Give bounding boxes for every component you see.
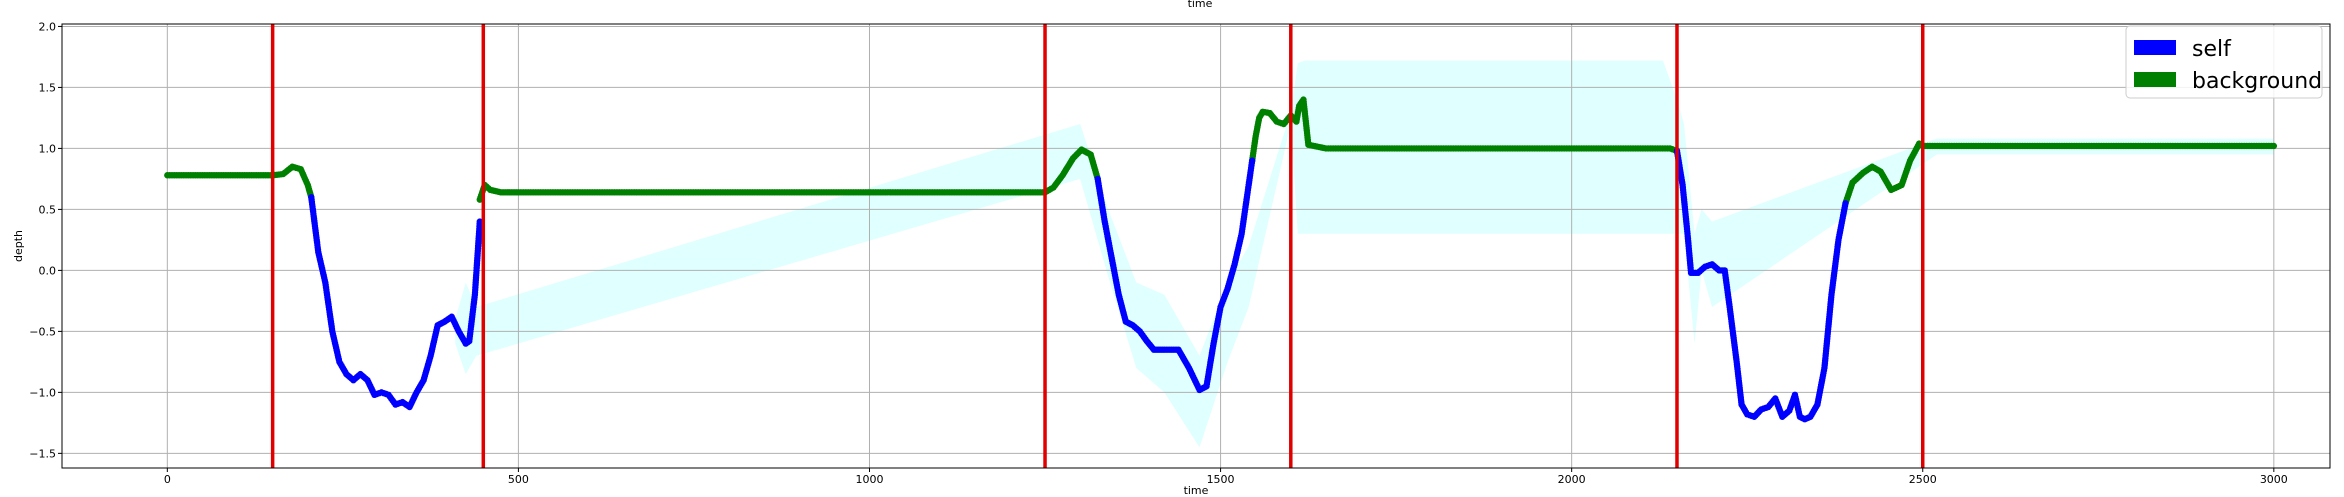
- data-point-self: [1842, 200, 1849, 207]
- y-tick-label: 1.5: [39, 81, 57, 94]
- y-tick-label: 0.5: [39, 203, 57, 216]
- x-tick-label: 500: [508, 473, 529, 486]
- legend: self background: [2125, 25, 2323, 99]
- x-tick-label: 1500: [1207, 473, 1235, 486]
- y-tick-label: 2.0: [39, 20, 57, 33]
- x-axis-label: time: [1184, 484, 1209, 497]
- x-tick-label: 3000: [2260, 473, 2288, 486]
- y-tick-label: −1.5: [29, 447, 56, 460]
- series-layer: [164, 96, 2278, 423]
- chart-title: time: [1188, 0, 1213, 10]
- y-axis-label: depth: [12, 230, 25, 262]
- legend-label-self: self: [2192, 37, 2232, 62]
- uncertainty-band: [455, 60, 2274, 448]
- x-tick-label: 0: [164, 473, 171, 486]
- data-point-self: [1248, 157, 1256, 164]
- uncertainty-band-layer: [455, 60, 2274, 448]
- y-tick-label: 0.0: [39, 264, 57, 277]
- x-axis-ticks: 0 500 1000 1500 2000 2500 3000: [164, 468, 2288, 486]
- x-tick-label: 1000: [855, 473, 883, 486]
- x-tick-label: 2000: [1558, 473, 1586, 486]
- legend-label-background: background: [2192, 69, 2322, 94]
- y-tick-label: −1.0: [29, 386, 56, 399]
- plot-frame: [61, 23, 2331, 469]
- legend-swatch-self: [2134, 40, 2176, 55]
- vertical-markers-layer: [270, 24, 1925, 468]
- x-tick-label: 2500: [1909, 473, 1937, 486]
- data-point-background: [2270, 142, 2278, 150]
- y-tick-label: −0.5: [29, 325, 56, 338]
- legend-swatch-background: [2134, 72, 2176, 87]
- y-axis-ticks: −1.5 −1.0 −0.5 0.0 0.5 1.0 1.5 2.0: [29, 20, 62, 460]
- y-tick-label: 1.0: [39, 142, 57, 155]
- data-point-self: [476, 218, 483, 225]
